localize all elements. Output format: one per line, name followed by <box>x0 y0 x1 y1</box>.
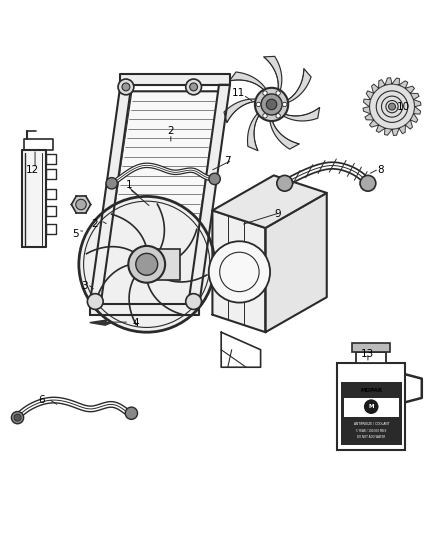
Bar <box>344 398 399 417</box>
Text: 4: 4 <box>132 318 139 328</box>
Bar <box>341 382 402 445</box>
Text: MOPAR: MOPAR <box>360 389 382 393</box>
Polygon shape <box>399 81 408 88</box>
Polygon shape <box>385 78 392 85</box>
Text: 5 YEAR / 100,000 MILE: 5 YEAR / 100,000 MILE <box>356 429 386 433</box>
Polygon shape <box>392 128 399 135</box>
Text: 2: 2 <box>91 219 98 229</box>
Polygon shape <box>230 72 267 92</box>
Polygon shape <box>385 128 392 135</box>
Circle shape <box>11 411 24 424</box>
Polygon shape <box>392 78 399 85</box>
Circle shape <box>283 102 287 107</box>
Polygon shape <box>264 56 282 93</box>
Circle shape <box>266 99 277 110</box>
Text: 9: 9 <box>275 209 282 219</box>
Polygon shape <box>376 125 385 132</box>
Polygon shape <box>281 108 320 121</box>
Circle shape <box>389 103 396 110</box>
Circle shape <box>276 114 280 118</box>
Polygon shape <box>364 99 371 107</box>
Text: ANTIFREEZE / COOLANT: ANTIFREEZE / COOLANT <box>353 422 389 426</box>
Polygon shape <box>366 91 374 100</box>
Polygon shape <box>224 99 258 123</box>
Circle shape <box>106 177 117 189</box>
Polygon shape <box>413 100 421 107</box>
Polygon shape <box>270 118 299 149</box>
Text: DO NOT ADD WATER: DO NOT ADD WATER <box>357 435 385 439</box>
Polygon shape <box>406 86 414 93</box>
Circle shape <box>190 83 198 91</box>
Circle shape <box>14 414 21 421</box>
Polygon shape <box>410 114 418 123</box>
Circle shape <box>263 91 267 95</box>
Text: 2: 2 <box>167 126 174 136</box>
Text: 11: 11 <box>232 88 245 99</box>
Circle shape <box>263 114 267 118</box>
Circle shape <box>360 175 376 191</box>
Circle shape <box>209 241 270 303</box>
Bar <box>155 249 180 280</box>
Polygon shape <box>90 304 199 314</box>
Circle shape <box>261 94 282 115</box>
Circle shape <box>364 399 379 415</box>
Circle shape <box>186 79 201 95</box>
Circle shape <box>186 294 201 310</box>
Text: M: M <box>368 404 374 409</box>
Circle shape <box>369 84 415 130</box>
Polygon shape <box>120 74 230 85</box>
Polygon shape <box>363 107 371 114</box>
Circle shape <box>79 197 215 332</box>
Text: 1: 1 <box>126 181 133 190</box>
Circle shape <box>276 91 280 95</box>
Polygon shape <box>188 85 230 304</box>
Text: 3: 3 <box>81 281 88 291</box>
Polygon shape <box>71 196 91 213</box>
Circle shape <box>125 407 138 419</box>
Polygon shape <box>90 85 131 304</box>
Bar <box>352 343 390 352</box>
Text: 10: 10 <box>396 102 410 111</box>
Polygon shape <box>413 107 420 114</box>
Polygon shape <box>378 79 385 88</box>
Polygon shape <box>90 320 112 325</box>
Circle shape <box>136 253 158 275</box>
Text: 8: 8 <box>378 165 385 175</box>
Text: 7: 7 <box>224 156 231 166</box>
Polygon shape <box>247 111 261 151</box>
Polygon shape <box>399 125 406 134</box>
Circle shape <box>256 102 261 107</box>
Polygon shape <box>212 175 327 228</box>
Text: 5: 5 <box>72 229 79 239</box>
Polygon shape <box>285 69 311 103</box>
Circle shape <box>255 88 288 121</box>
Polygon shape <box>370 120 378 127</box>
Circle shape <box>122 83 130 91</box>
Circle shape <box>76 199 86 210</box>
Circle shape <box>118 79 134 95</box>
Circle shape <box>209 173 220 184</box>
Text: 6: 6 <box>38 395 45 405</box>
Bar <box>356 352 386 363</box>
Polygon shape <box>101 91 219 297</box>
FancyBboxPatch shape <box>337 363 405 450</box>
Text: 13: 13 <box>361 349 374 359</box>
Polygon shape <box>371 84 378 93</box>
Circle shape <box>87 294 103 310</box>
Polygon shape <box>22 150 46 247</box>
Text: 12: 12 <box>26 165 39 175</box>
Polygon shape <box>265 193 327 332</box>
Polygon shape <box>365 114 374 120</box>
Circle shape <box>128 246 165 282</box>
Polygon shape <box>410 93 419 100</box>
Polygon shape <box>212 211 265 332</box>
Circle shape <box>277 175 293 191</box>
Polygon shape <box>406 120 413 129</box>
